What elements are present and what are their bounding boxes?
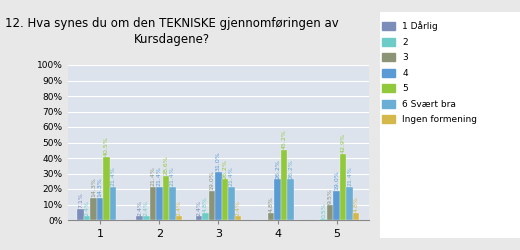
Text: 26.2%: 26.2% — [288, 159, 293, 178]
Bar — [169, 187, 176, 220]
Bar — [333, 190, 340, 220]
Text: 14.3%: 14.3% — [91, 177, 96, 197]
Bar — [340, 154, 346, 220]
Bar — [209, 190, 215, 220]
Bar — [281, 150, 287, 220]
Text: 45.2%: 45.2% — [281, 129, 287, 149]
Text: 28.6%: 28.6% — [163, 155, 168, 175]
Text: 2.4%: 2.4% — [137, 200, 142, 216]
Bar — [110, 187, 116, 220]
Legend: 1 Dårlig, 2, 3, 4, 5, 6 Svært bra, Ingen formening: 1 Dårlig, 2, 3, 4, 5, 6 Svært bra, Ingen… — [377, 17, 482, 128]
Text: 21.4%: 21.4% — [150, 166, 155, 186]
Bar — [156, 187, 163, 220]
Text: 42.9%: 42.9% — [341, 133, 346, 153]
Bar — [136, 216, 143, 220]
Text: 2.4%: 2.4% — [197, 200, 201, 216]
Text: 21.4%: 21.4% — [111, 166, 115, 186]
Bar — [77, 209, 84, 220]
Bar — [84, 216, 90, 220]
Text: 0.5%: 0.5% — [321, 203, 326, 218]
Text: 26.2%: 26.2% — [223, 159, 227, 178]
Bar — [90, 198, 97, 220]
Text: 21.4%: 21.4% — [170, 166, 175, 186]
Bar — [222, 180, 228, 220]
Text: 31.0%: 31.0% — [216, 152, 221, 171]
Bar — [353, 212, 359, 220]
Bar — [150, 187, 156, 220]
Text: 21.4%: 21.4% — [157, 166, 162, 186]
Bar — [97, 198, 103, 220]
Bar — [196, 216, 202, 220]
Bar — [274, 180, 281, 220]
Bar — [235, 216, 241, 220]
Text: 7.1%: 7.1% — [78, 192, 83, 208]
Text: 2.4%: 2.4% — [144, 200, 149, 216]
Text: 14.3%: 14.3% — [98, 177, 102, 197]
Text: 9.5%: 9.5% — [328, 188, 333, 204]
Bar — [346, 187, 353, 220]
Text: 4.8%: 4.8% — [354, 196, 359, 212]
Text: 2.4%: 2.4% — [236, 200, 240, 216]
Text: 12. Hva synes du om den TEKNISKE gjennomføringen av
Kursdagene?: 12. Hva synes du om den TEKNISKE gjennom… — [5, 18, 339, 46]
Bar — [287, 180, 294, 220]
Text: 4.8%: 4.8% — [203, 196, 208, 212]
Text: 2.4%: 2.4% — [85, 200, 89, 216]
Text: 19.0%: 19.0% — [210, 170, 214, 190]
Bar — [163, 176, 169, 220]
Bar — [103, 157, 110, 220]
Bar — [215, 172, 222, 220]
Bar — [320, 219, 327, 220]
Bar — [202, 212, 209, 220]
Bar — [228, 187, 235, 220]
Bar — [176, 216, 182, 220]
Text: 4.8%: 4.8% — [268, 196, 274, 212]
Bar — [143, 216, 150, 220]
Bar — [268, 212, 274, 220]
Text: 26.2%: 26.2% — [275, 159, 280, 178]
Text: 2.4%: 2.4% — [176, 200, 181, 216]
Text: 19.0%: 19.0% — [334, 170, 339, 190]
Text: 21.4%: 21.4% — [229, 166, 234, 186]
Bar — [327, 205, 333, 220]
Text: 40.5%: 40.5% — [104, 137, 109, 156]
Text: 21.4%: 21.4% — [347, 166, 352, 186]
